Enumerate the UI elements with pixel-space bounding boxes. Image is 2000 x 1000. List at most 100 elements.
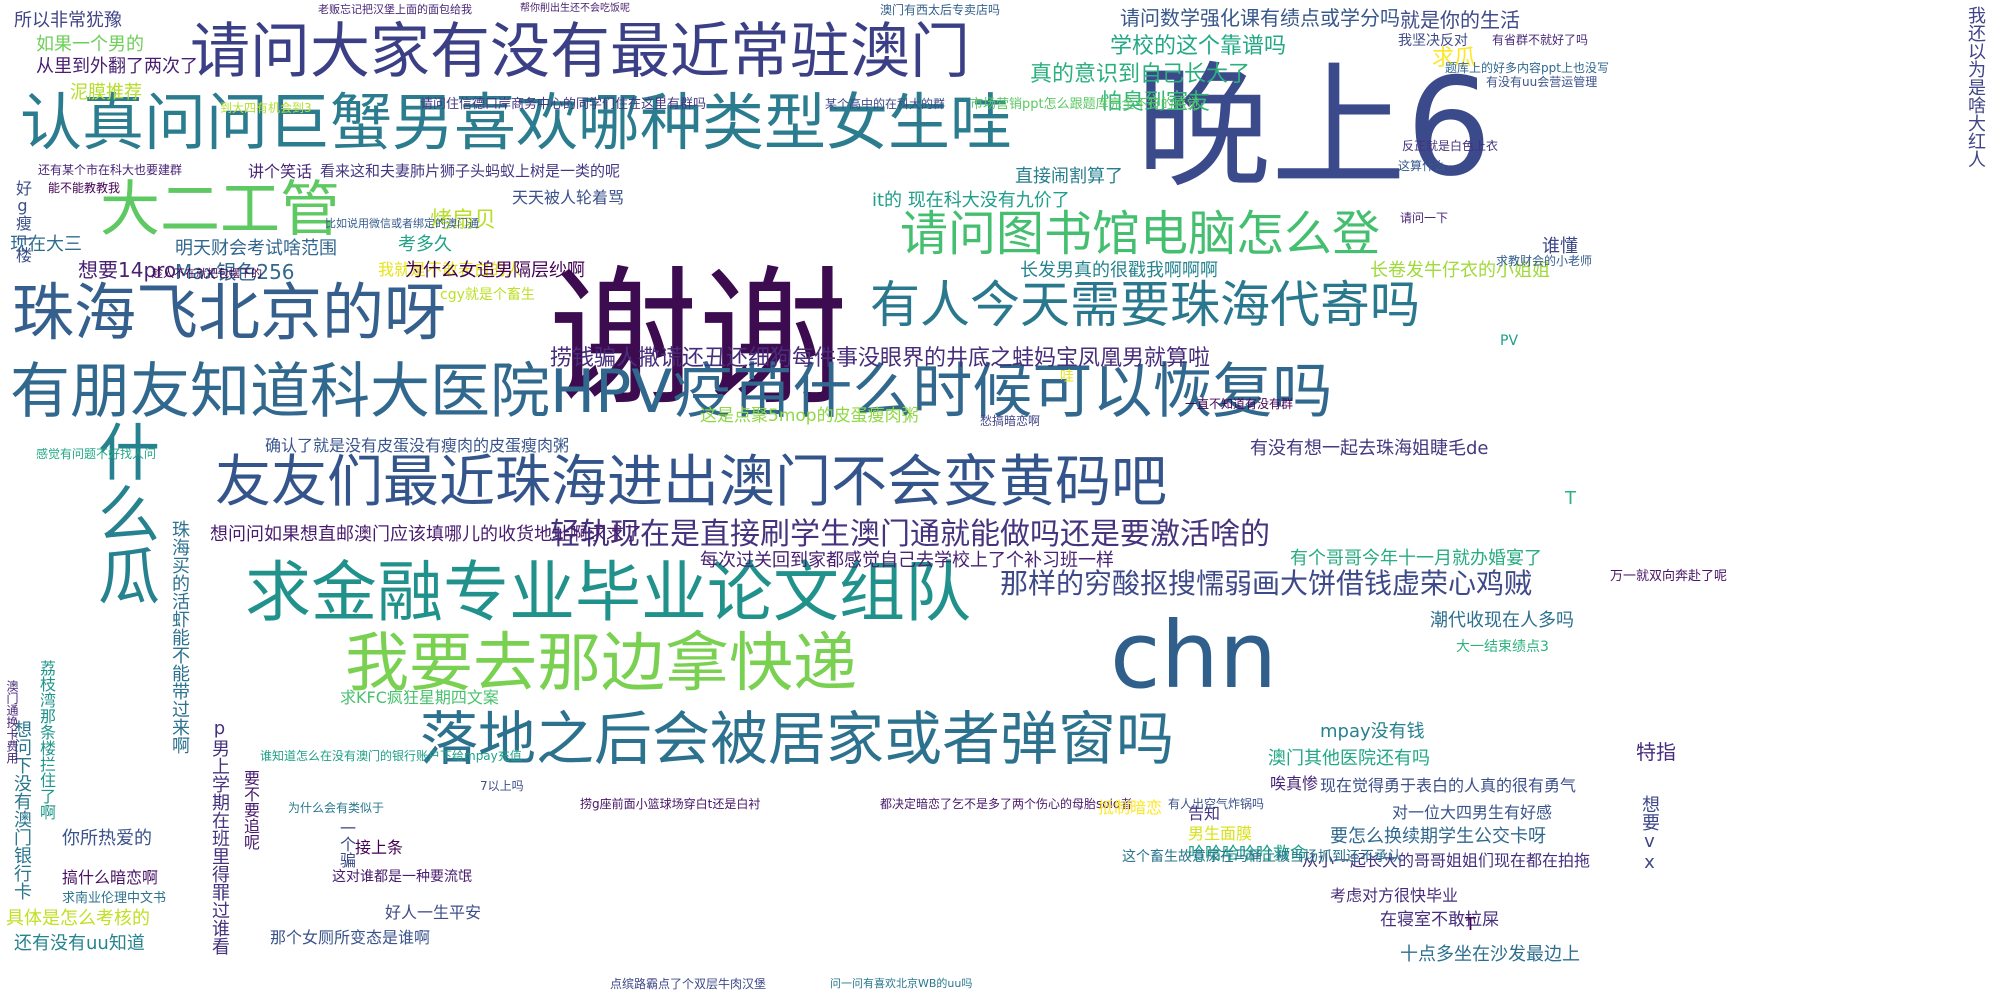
word-s9: 天天被人轮着骂 (512, 188, 625, 207)
word-s51: 十点多坐在沙发最边上 (1400, 944, 1580, 965)
word-t17: 到大四有机会到3 (220, 101, 312, 115)
word-m7: 怕臭到室友 (1100, 90, 1211, 115)
word-t45: T (1565, 488, 1576, 509)
word-s50: 在寝室不敢拉屎 (1380, 910, 1499, 930)
word-t39: 抵制暗恋 (1098, 798, 1163, 817)
word-t23: 一直不知道有没有群 (1185, 397, 1294, 411)
word-t7: 某个高中的在科大的群 (825, 97, 946, 111)
word-s21: 谁懂 (1542, 236, 1578, 257)
word-s36: 要怎么换续期学生公交卡呀 (1330, 826, 1546, 847)
word-t15: 这算什么 (1398, 159, 1447, 173)
word-t14: 请问一下 (1400, 211, 1449, 225)
word-s47: 还有没有uu知道 (14, 933, 145, 954)
word-t3: 老贩忘记把汉堡上面的面包给我 (318, 3, 472, 16)
word-s16: 想要14pro (78, 258, 177, 282)
word-m5: 学校的这个靠谱吗 (1110, 34, 1287, 59)
word-s44: 你所热爱的 (62, 828, 152, 849)
word-s46: 具体是怎么考核的 (6, 908, 150, 929)
word-t1: 点缤路霸点了个双层牛肉汉堡 (610, 977, 767, 991)
word-t26: 好g瘦一楼 (13, 180, 32, 263)
word-t38: 有人出空气炸锅吗 (1168, 797, 1265, 811)
word-line-1: 请问大家有没有最近常驻澳门 (190, 17, 970, 87)
word-line-2: 认真问问巨蟹男喜欢哪种类型女生哇 (20, 86, 1013, 159)
word-s17: Max银色256 (175, 260, 295, 284)
word-t6: 请问住信德口岸商务中心的同学们住在这里有群吗 (420, 97, 707, 112)
word-s15: 明天财会考试啥范围 (175, 238, 337, 259)
word-s23: 确认了就是没有皮蛋没有瘦肉的皮蛋瘦肉粥 (265, 436, 570, 455)
word-t32: 要不要追呢 (241, 770, 260, 850)
word-s42: 好人一生平安 (385, 903, 482, 922)
word-line-7: 落地之后会被居家或者弹窗吗 (420, 705, 1175, 773)
word-line-10: 有人今天需要珠海代寄吗 (870, 276, 1420, 334)
word-s28: 潮代收现在人多吗 (1430, 610, 1574, 631)
word-line-9: 珠海飞北京的呀 (12, 276, 447, 349)
word-s40: 告知 (1188, 804, 1221, 823)
word-s54: 万一就双向奔赴了呢 (1610, 569, 1728, 584)
word-t21: 现在大三 (10, 234, 82, 255)
word-s49: 考虑对方很快毕业 (1330, 886, 1459, 905)
word-s37: 从小一起长大的哥哥姐姐们现在都在拍拖 (1302, 851, 1591, 870)
word-t18: 比如说用微信或者绑定的澳门通 (325, 217, 479, 230)
word-s26: 每次过关回到家都感觉自己去学校上了个补习班一样 (700, 550, 1114, 571)
word-s20: 长卷发牛仔衣的小姐姐 (1370, 260, 1550, 281)
word-s13: 考多久 (398, 234, 452, 255)
word-s27: 有个哥哥今年十一月就办婚宴了 (1290, 548, 1542, 569)
word-t16: 反正就是白色上衣 (1402, 139, 1499, 153)
word-m9: 求瓜 (1432, 46, 1477, 71)
word-t42: 一个骗 (337, 820, 356, 868)
word-s39: 男生面膜 (1188, 824, 1253, 843)
word-s38: 哈哈哈哈哈救命 (1188, 844, 1307, 864)
word-s30: 求KFC疯狂星期四文案 (340, 688, 499, 707)
word-s5: 讲个笑话 (248, 162, 313, 181)
word-line-11: 大二工管 (100, 175, 340, 245)
word-s3: 从里到外翻了两次了 (36, 56, 198, 77)
word-t33: 谁知道怎么在没有澳门的银行账户下给mpay充值 (260, 749, 522, 763)
word-wanshang6: 晚上6 (1136, 49, 1492, 206)
word-s18: 为什么女追男隔层纱啊 (405, 260, 585, 281)
word-s8: 能不能教教我 (48, 181, 121, 195)
word-t34: 为什么会有类似于 (288, 801, 385, 815)
word-line-4: 友友们最近珠海进出澳门不会变黄码吧 (215, 450, 1167, 515)
word-s31: mpay没有钱 (1320, 721, 1425, 742)
word-s22: 这是点聚5mop的皮蛋瘦肉粥 (700, 406, 919, 426)
word-m6: 真的意识到自己长大了 (1030, 62, 1251, 87)
word-t19: 趁人不在就把包摆下的 (152, 267, 262, 280)
word-m8: 就是你的生活 (1400, 8, 1520, 32)
word-s1: 所以非常犹豫 (14, 10, 122, 31)
word-s48: 求南业伦理中文书 (62, 891, 167, 906)
word-t20: 感觉有问题不好找人问 (36, 447, 157, 461)
word-s52: 想要vx (1639, 795, 1660, 873)
word-t12: 有省群不就好了吗 (1492, 33, 1589, 47)
word-t46: T (1465, 914, 1476, 935)
word-s45: 搞什么暗恋啊 (62, 868, 159, 887)
word-t13: 求教财会的小老师 (1496, 254, 1593, 268)
word-s2: 如果一个男的 (36, 34, 144, 55)
word-t44: 哇 (1060, 369, 1074, 385)
word-s32: 澳门其他医院还有吗 (1268, 748, 1430, 769)
word-t2: 问一问有喜欢北京WB的uu吗 (830, 977, 973, 990)
word-line-5: 求金融专业毕业论文组队 (245, 554, 971, 631)
word-t29: 想问下没有澳门银行卡 (11, 720, 32, 900)
word-t25: cgy就是个畜生 (440, 287, 535, 303)
word-line-3: 有朋友知道科大医院HPV疫苗什么时候可以恢复吗 (10, 357, 1333, 427)
word-s14: 我就是不敢表白的人 (378, 260, 523, 279)
word-s11: it的 现在科大没有九价了 (872, 190, 1070, 211)
word-t4: 帮你削出生还不会吃饭呢 (520, 3, 630, 14)
word-t41: 这对谁都是一种要流氓 (332, 869, 472, 885)
word-chn: chn (1110, 602, 1278, 709)
word-t35: 7以上吗 (480, 779, 524, 793)
word-t43: PV (1500, 333, 1519, 349)
word-t10: 有没有uu会营运管理 (1486, 75, 1598, 89)
word-t36: 捞g座前面小篮球场穿白t还是白衬 (580, 797, 761, 811)
word-s53: 特指 (1636, 740, 1676, 764)
word-line-6: 我要去那边拿快递 (345, 627, 857, 701)
word-t22: 我还以为是啥大红人 (1965, 6, 1986, 168)
word-m3: 捞钱骗人撒谎还丑还细狗每件事没眼界的井底之蛙妈宝凤凰男就算啦 (550, 346, 1211, 371)
word-t9: 题库上的好多内容ppt上也没写 (1445, 61, 1609, 75)
word-s41: 接上条 (355, 838, 404, 857)
word-m1: 轻轨现在是直接刷学生澳门通就能做吗还是要激活啥的 (550, 517, 1270, 552)
word-s24: 有没有想一起去珠海姐睫毛de (1250, 438, 1489, 459)
word-t31: 澳门通换卡费用 (5, 680, 19, 764)
word-vertical-1: 什么瓜 (87, 420, 160, 606)
